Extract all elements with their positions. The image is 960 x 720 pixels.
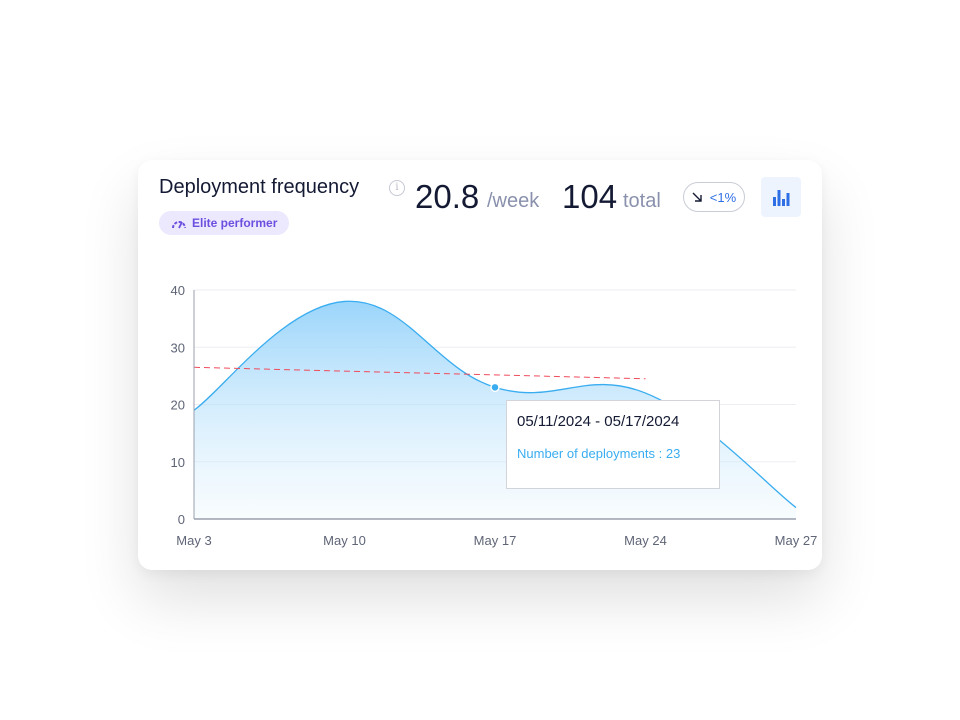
y-tick-label: 30 xyxy=(171,340,185,355)
per-week-value: 20.8 xyxy=(415,178,480,215)
per-week-unit: /week xyxy=(487,190,540,212)
x-tick-label: May 17 xyxy=(474,533,517,548)
chart-toggle-button[interactable] xyxy=(761,177,801,217)
tooltip-value: Number of deployments : 23 xyxy=(517,446,681,461)
performance-badge: Elite performer xyxy=(159,211,290,235)
x-tick-label: May 10 xyxy=(323,533,366,548)
x-tick-label: May 24 xyxy=(624,533,667,548)
card-title: Deployment frequency xyxy=(159,176,360,198)
arrow-down-right-icon xyxy=(692,192,702,202)
x-tick-label: May 3 xyxy=(176,533,211,548)
y-tick-label: 0 xyxy=(178,512,185,527)
bar-chart-icon xyxy=(773,190,790,206)
y-tick-label: 40 xyxy=(171,283,185,298)
highlighted-point xyxy=(490,382,500,393)
y-tick-label: 20 xyxy=(171,398,185,413)
trend-label: <1% xyxy=(709,189,737,205)
chart-tooltip: 05/11/2024 - 05/17/2024 Number of deploy… xyxy=(506,400,720,489)
total-unit: total xyxy=(623,190,661,212)
x-tick-label: May 27 xyxy=(775,533,818,548)
gauge-icon xyxy=(172,221,186,229)
tooltip-date-range: 05/11/2024 - 05/17/2024 xyxy=(517,413,680,430)
info-icon[interactable]: i xyxy=(389,180,405,196)
trend-line xyxy=(193,366,646,380)
trend-badge: <1% xyxy=(683,182,745,212)
y-tick-label: 10 xyxy=(171,455,185,470)
total-value: 104 xyxy=(562,178,618,215)
badge-label: Elite performer xyxy=(192,216,278,230)
